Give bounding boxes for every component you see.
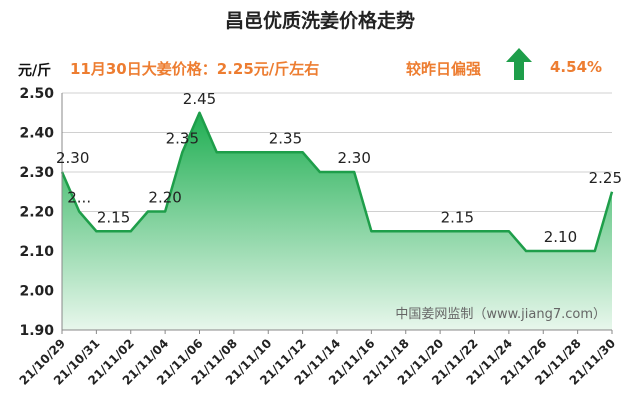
y-tick-label: 2.40 [19, 126, 54, 142]
compare-label: 较昨日偏强 [406, 60, 482, 78]
y-tick-label: 2.10 [19, 244, 54, 260]
data-label: 2.10 [544, 228, 577, 246]
data-label: 2.45 [183, 90, 216, 108]
data-label: 2.20 [148, 189, 181, 207]
data-label: 2.15 [441, 208, 474, 226]
data-label: 2.35 [269, 129, 302, 147]
price-area-fill [62, 112, 612, 330]
y-tick-label: 2.20 [19, 205, 54, 221]
y-tick-label: 2.30 [19, 165, 54, 181]
change-percent: 4.54% [550, 58, 603, 76]
data-label: 2... [67, 189, 91, 207]
price-series-line [60, 111, 614, 253]
y-tick-label: 2.50 [19, 86, 54, 102]
y-tick-label: 2.00 [19, 284, 54, 300]
watermark: 中国姜网监制（www.jiang7.com） [395, 307, 606, 322]
price-note: 11月30日大姜价格：2.25元/斤左右 [70, 60, 320, 78]
data-label: 2.15 [97, 208, 130, 226]
up-arrow-icon [506, 48, 532, 80]
y-axis-unit: 元/斤 [18, 63, 52, 79]
data-label: 2.30 [56, 149, 89, 167]
y-tick-label: 1.90 [19, 323, 54, 339]
data-label: 2.35 [166, 129, 199, 147]
data-label: 2.25 [589, 169, 622, 187]
data-label: 2.30 [337, 149, 370, 167]
chart-title: 昌邑优质洗姜价格走势 [224, 10, 415, 32]
